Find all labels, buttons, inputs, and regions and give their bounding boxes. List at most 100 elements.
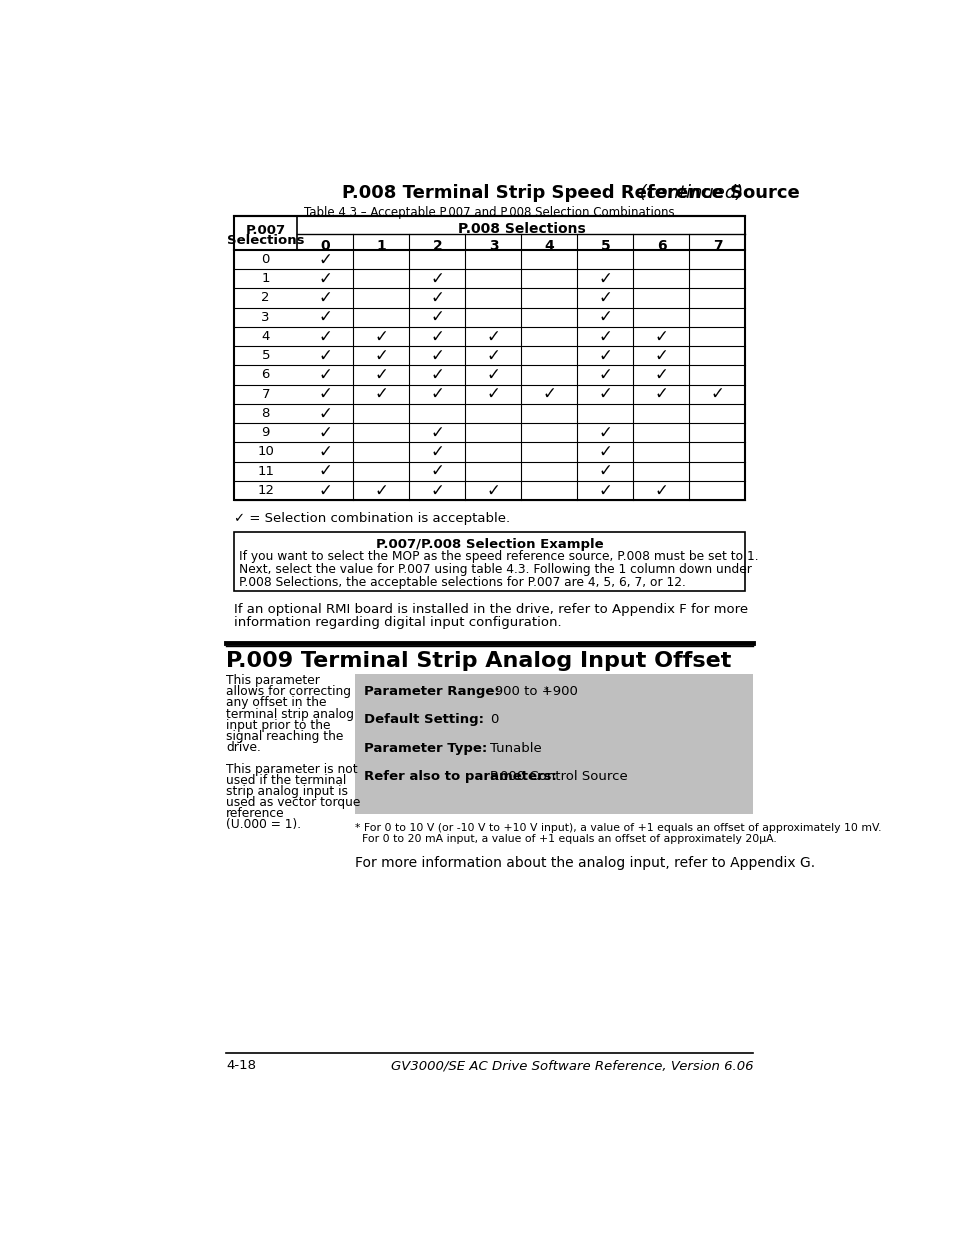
Text: signal reaching the: signal reaching the xyxy=(226,730,343,743)
Text: Refer also to parameters:: Refer also to parameters: xyxy=(364,771,557,783)
Text: Tunable: Tunable xyxy=(489,742,541,755)
Text: ✓: ✓ xyxy=(318,462,332,480)
Text: 8: 8 xyxy=(261,408,270,420)
Text: 1: 1 xyxy=(376,240,386,253)
Text: ✓: ✓ xyxy=(430,347,444,364)
Bar xyxy=(355,674,753,814)
Text: ✓: ✓ xyxy=(598,347,612,364)
Text: ✓: ✓ xyxy=(598,385,612,403)
Text: ✓: ✓ xyxy=(375,327,388,346)
Text: ✓: ✓ xyxy=(486,347,500,364)
Text: ✓: ✓ xyxy=(318,424,332,442)
Text: ✓: ✓ xyxy=(318,269,332,288)
Text: 11: 11 xyxy=(257,464,274,478)
Text: 2: 2 xyxy=(432,240,442,253)
Text: ✓: ✓ xyxy=(318,289,332,308)
Text: P.007: P.007 xyxy=(246,224,286,237)
Text: 4-18: 4-18 xyxy=(226,1060,256,1072)
Text: 10: 10 xyxy=(257,446,274,458)
Text: ✓: ✓ xyxy=(430,443,444,461)
Text: ✓: ✓ xyxy=(318,482,332,499)
Text: used if the terminal: used if the terminal xyxy=(226,774,346,787)
Text: ✓: ✓ xyxy=(654,482,668,499)
Text: ✓: ✓ xyxy=(486,327,500,346)
Text: This parameter: This parameter xyxy=(226,674,320,687)
Text: ✓: ✓ xyxy=(430,366,444,384)
Text: Next, select the value for P.007 using table 4.3. Following the 1 column down un: Next, select the value for P.007 using t… xyxy=(239,563,752,577)
Text: strip analog input is: strip analog input is xyxy=(226,785,348,798)
Text: ✓: ✓ xyxy=(598,443,612,461)
Text: GV3000/SE AC Drive Software Reference, Version 6.06: GV3000/SE AC Drive Software Reference, V… xyxy=(391,1060,753,1072)
Text: Parameter Range:: Parameter Range: xyxy=(364,685,499,698)
Text: ✓: ✓ xyxy=(430,482,444,499)
Text: 6: 6 xyxy=(261,368,270,382)
Text: ✓: ✓ xyxy=(430,327,444,346)
Text: ✓: ✓ xyxy=(318,385,332,403)
Text: 0: 0 xyxy=(320,240,330,253)
Text: 7: 7 xyxy=(261,388,270,400)
Text: ✓: ✓ xyxy=(486,482,500,499)
Text: ✓: ✓ xyxy=(598,366,612,384)
Text: 0: 0 xyxy=(261,253,270,266)
Text: ✓: ✓ xyxy=(375,482,388,499)
Text: 12: 12 xyxy=(257,484,274,496)
Text: ✓: ✓ xyxy=(598,289,612,308)
Text: 3: 3 xyxy=(261,311,270,324)
Text: ✓: ✓ xyxy=(654,385,668,403)
Text: *: * xyxy=(543,685,548,695)
Text: P.000 Control Source: P.000 Control Source xyxy=(489,771,627,783)
Text: * For 0 to 10 V (or -10 V to +10 V input), a value of +1 equals an offset of app: * For 0 to 10 V (or -10 V to +10 V input… xyxy=(355,824,881,834)
Text: any offset in the: any offset in the xyxy=(226,697,326,709)
Text: Parameter Type:: Parameter Type: xyxy=(364,742,487,755)
Text: ✓: ✓ xyxy=(318,443,332,461)
Text: If you want to select the MOP as the speed reference source, P.008 must be set t: If you want to select the MOP as the spe… xyxy=(239,550,759,563)
Text: For 0 to 20 mA input, a value of +1 equals an offset of approximately 20μA.: For 0 to 20 mA input, a value of +1 equa… xyxy=(355,835,776,845)
Text: This parameter is not: This parameter is not xyxy=(226,763,357,776)
Text: 3: 3 xyxy=(488,240,497,253)
Text: (continued): (continued) xyxy=(633,184,742,203)
Text: ✓: ✓ xyxy=(710,385,723,403)
Text: ✓: ✓ xyxy=(318,347,332,364)
Text: ✓: ✓ xyxy=(375,366,388,384)
Text: ✓: ✓ xyxy=(430,385,444,403)
Text: ✓: ✓ xyxy=(375,385,388,403)
Text: ✓: ✓ xyxy=(486,366,500,384)
Text: P.008 Selections, the acceptable selections for P.007 are 4, 5, 6, 7, or 12.: P.008 Selections, the acceptable selecti… xyxy=(239,577,685,589)
Bar xyxy=(233,532,744,592)
Text: 6: 6 xyxy=(656,240,665,253)
Text: ✓: ✓ xyxy=(486,385,500,403)
Text: (U.000 = 1).: (U.000 = 1). xyxy=(226,819,301,831)
Text: For more information about the analog input, refer to Appendix G.: For more information about the analog in… xyxy=(355,856,814,869)
Text: P.008 Terminal Strip Speed Reference Source: P.008 Terminal Strip Speed Reference Sou… xyxy=(342,184,800,203)
Text: ✓: ✓ xyxy=(654,327,668,346)
Text: terminal strip analog: terminal strip analog xyxy=(226,708,354,720)
Text: drive.: drive. xyxy=(226,741,261,755)
Text: P.007/P.008 Selection Example: P.007/P.008 Selection Example xyxy=(375,537,603,551)
Bar xyxy=(233,216,744,500)
Text: 5: 5 xyxy=(261,350,270,362)
Text: If an optional RMI board is installed in the drive, refer to Appendix F for more: If an optional RMI board is installed in… xyxy=(233,603,747,616)
Text: ✓: ✓ xyxy=(430,269,444,288)
Text: ✓: ✓ xyxy=(375,347,388,364)
Text: information regarding digital input configuration.: information regarding digital input conf… xyxy=(233,615,561,629)
Text: -900 to +900: -900 to +900 xyxy=(489,685,577,698)
Text: P.008 Selections: P.008 Selections xyxy=(457,222,585,236)
Text: ✓: ✓ xyxy=(598,482,612,499)
Text: ✓: ✓ xyxy=(318,327,332,346)
Text: ✓: ✓ xyxy=(598,327,612,346)
Text: 4: 4 xyxy=(261,330,270,343)
Text: used as vector torque: used as vector torque xyxy=(226,797,360,809)
Text: ✓: ✓ xyxy=(542,385,556,403)
Text: ✓: ✓ xyxy=(318,251,332,268)
Text: allows for correcting: allows for correcting xyxy=(226,685,351,698)
Text: ✓: ✓ xyxy=(598,424,612,442)
Text: ✓: ✓ xyxy=(598,462,612,480)
Text: ✓: ✓ xyxy=(598,269,612,288)
Text: ✓: ✓ xyxy=(598,309,612,326)
Text: Default Setting:: Default Setting: xyxy=(364,714,483,726)
Text: ✓: ✓ xyxy=(430,309,444,326)
Text: 9: 9 xyxy=(261,426,270,440)
Text: reference: reference xyxy=(226,808,285,820)
Text: ✓: ✓ xyxy=(654,347,668,364)
Text: ✓: ✓ xyxy=(654,366,668,384)
